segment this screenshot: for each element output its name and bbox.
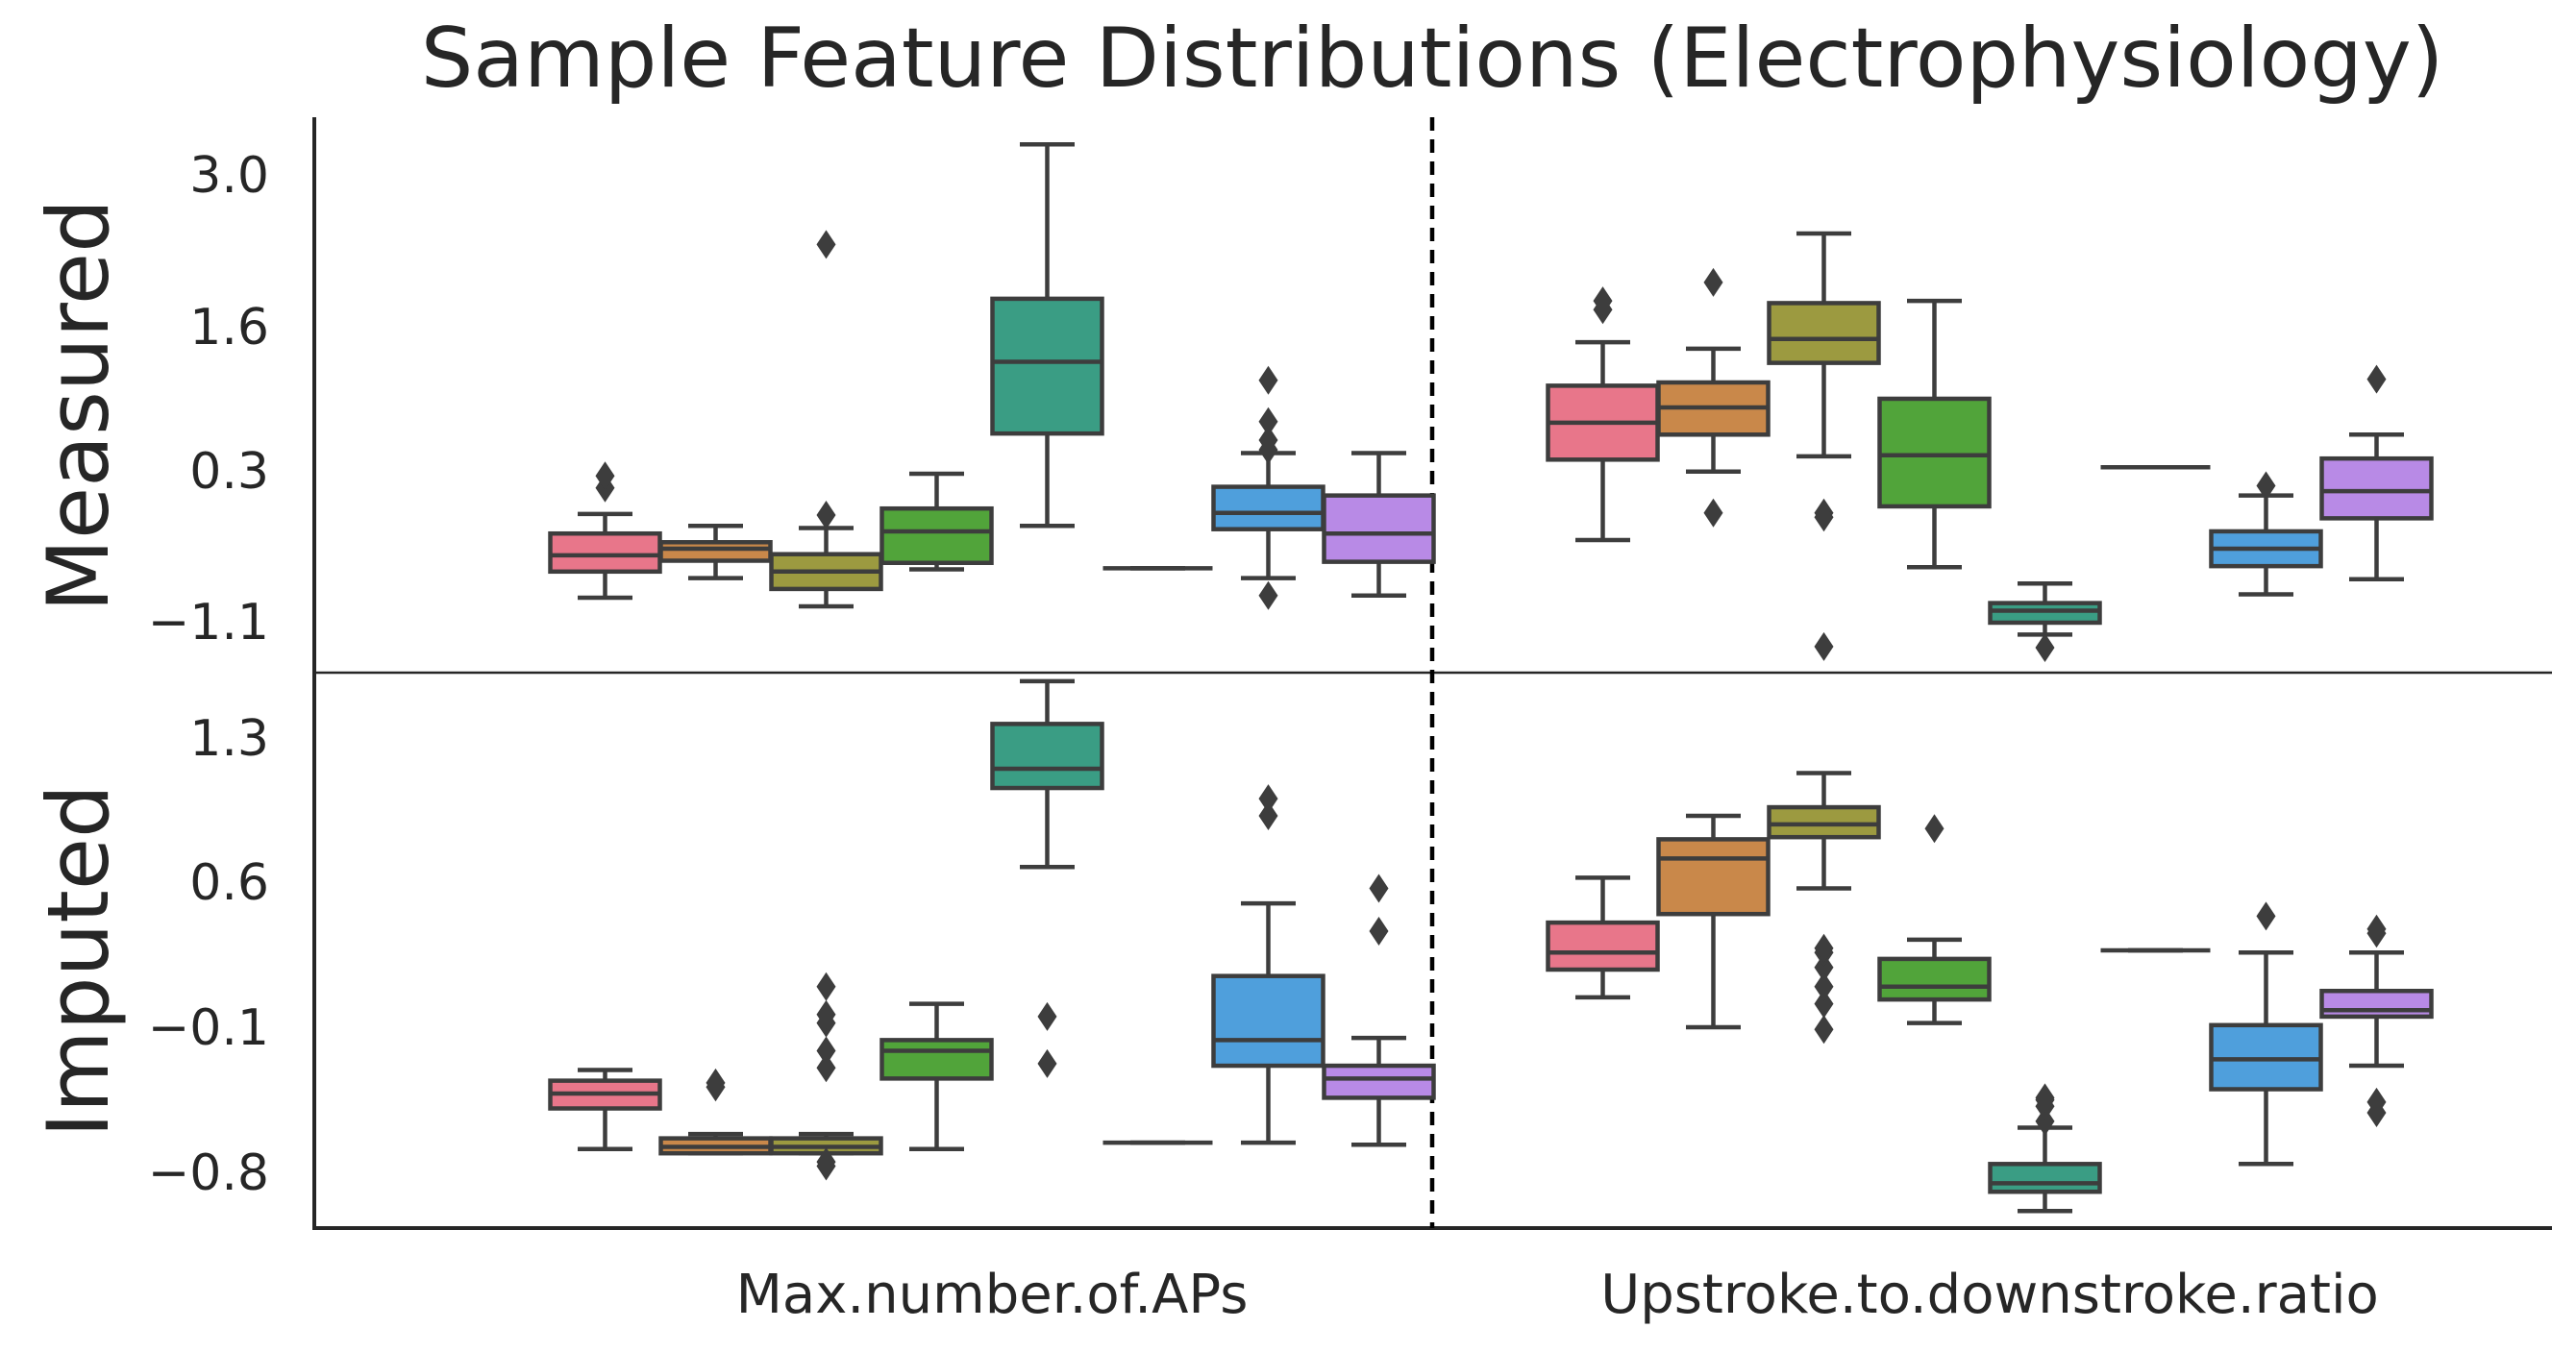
- row-label-imputed: Imputed: [29, 784, 128, 1138]
- outlier-point: [2366, 1097, 2387, 1127]
- box-groups: [548, 142, 2434, 1214]
- outlier-point: [2035, 632, 2055, 662]
- outlier-point: [1258, 365, 1278, 395]
- box: [1322, 1063, 1436, 1100]
- box: [1877, 956, 1992, 1002]
- outlier-point: [816, 1053, 836, 1083]
- box: [548, 530, 662, 575]
- outlier-point: [1703, 498, 1723, 528]
- outlier-point: [1814, 972, 1834, 1001]
- box: [658, 540, 773, 563]
- outlier-point: [1924, 814, 1944, 844]
- outlier-point: [1814, 1015, 1834, 1045]
- outlier-point: [816, 230, 836, 259]
- outlier-point: [1258, 580, 1278, 610]
- outlier-point: [1593, 286, 1613, 316]
- box: [2319, 455, 2434, 521]
- outlier-point: [1814, 631, 1834, 661]
- outlier-point: [2256, 471, 2276, 501]
- y-tick-label: 3.0: [189, 147, 269, 205]
- box: [1546, 920, 1660, 972]
- outlier-point: [816, 1036, 836, 1066]
- outlier-point: [706, 1072, 726, 1102]
- outlier-point: [1258, 784, 1278, 814]
- row-label-measured: Measured: [29, 199, 128, 612]
- outlier-point: [1814, 989, 1834, 1019]
- measured-panel: Measured 3.0 1.6 0.3 −1.1: [29, 147, 269, 652]
- outlier-point: [2366, 364, 2387, 394]
- box: [1211, 973, 1325, 1069]
- box: [1767, 301, 1881, 365]
- outlier-point: [2366, 914, 2387, 944]
- box: [1211, 484, 1325, 531]
- outlier-point: [816, 972, 836, 1001]
- outlier-point: [1258, 800, 1278, 830]
- chart-title: Sample Feature Distributions (Electrophy…: [421, 11, 2444, 107]
- box: [1322, 493, 1436, 564]
- y-tick-label: 0.3: [189, 443, 269, 501]
- box: [2319, 988, 2434, 1020]
- x-category-label: Max.number.of.APs: [736, 1264, 1249, 1326]
- box: [1988, 1162, 2102, 1194]
- y-tick-label: −1.1: [148, 594, 269, 652]
- outlier-point: [1369, 873, 1389, 903]
- y-tick-label: −0.1: [148, 999, 269, 1057]
- outlier-point: [816, 999, 836, 1029]
- outlier-point: [1814, 933, 1834, 963]
- box: [1656, 837, 1771, 917]
- outlier-point: [2035, 1106, 2055, 1136]
- outlier-point: [1703, 267, 1723, 297]
- imputed-panel: Imputed 1.3 0.6 −0.1 −0.8: [29, 710, 269, 1202]
- outlier-point: [2256, 901, 2276, 931]
- y-tick-label: −0.8: [148, 1144, 269, 1202]
- x-category-label: Upstroke.to.downstroke.ratio: [1600, 1264, 2379, 1326]
- outlier-point: [1258, 425, 1278, 455]
- outlier-point: [1369, 916, 1389, 946]
- box: [990, 722, 1104, 791]
- y-tick-label: 1.3: [189, 710, 269, 768]
- outlier-point: [1814, 952, 1834, 982]
- outlier-point: [595, 461, 615, 491]
- outlier-point: [816, 1147, 836, 1177]
- outlier-point: [1037, 1001, 1057, 1031]
- box: [1988, 601, 2102, 626]
- box: [990, 296, 1104, 436]
- box: [879, 1038, 994, 1081]
- outlier-point: [1037, 1048, 1057, 1078]
- outlier-point: [2035, 1083, 2055, 1113]
- outlier-point: [1814, 503, 1834, 532]
- box: [1877, 396, 1992, 509]
- y-tick-label: 1.6: [189, 299, 269, 357]
- y-tick-label: 0.6: [189, 854, 269, 912]
- outlier-point: [1258, 406, 1278, 436]
- box: [879, 505, 994, 566]
- outlier-point: [816, 500, 836, 529]
